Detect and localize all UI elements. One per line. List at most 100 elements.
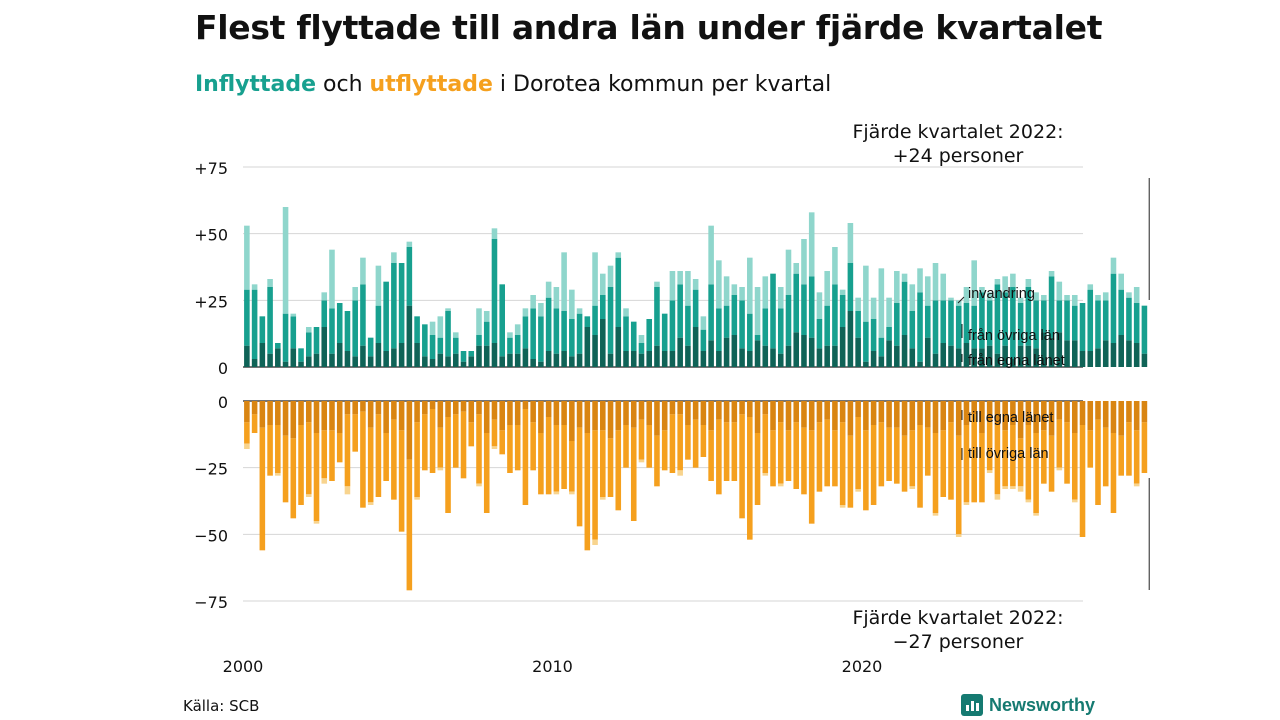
outflow-own-county-bar [839,401,846,423]
outflow-own-county-bar [576,401,583,428]
inflow-immigration-bar [623,308,629,317]
inflow-immigration-bar [321,292,328,301]
outflow-emigration-bar [476,483,482,487]
inflow-own-county-bar [375,343,382,367]
x-tick-label: 2010 [532,657,573,676]
inflow-other-counties-bar [584,316,591,327]
inflow-immigration-bar [1133,287,1140,303]
inflow-own-county-bar [275,348,281,367]
inflow-other-counties-bar [832,284,838,346]
outflow-own-county-bar [1079,401,1086,425]
inflow-other-counties-bar [569,319,575,357]
outflow-emigration-bar [1071,499,1078,503]
inflow-immigration-bar [638,335,645,343]
inflow-own-county-bar [553,353,560,367]
outflow-other-counties-bar [1087,430,1094,468]
outflow-emigration-bar [839,505,846,508]
inflow-own-county-bar [839,327,846,367]
outflow-own-county-bar [623,401,629,425]
outflow-other-counties-bar [731,422,738,481]
inflow-immigration-bar [545,281,552,298]
inflow-own-county-bar [491,343,498,367]
outflow-own-county-bar [329,401,335,431]
outflow-other-counties-bar [561,425,567,489]
outflow-other-counties-bar [275,425,281,473]
inflow-own-county-bar [367,356,374,367]
inflow-own-county-bar [847,311,854,367]
outflow-own-county-bar [391,401,397,420]
outflow-other-counties-bar [839,422,846,505]
inflow-own-county-bar [1041,332,1047,367]
outflow-own-county-bar [894,401,900,428]
outflow-emigration-bar [677,470,683,476]
outflow-own-county-bar [940,401,947,431]
inflow-other-counties-bar [994,284,1001,354]
outflow-own-county-bar [344,401,351,415]
inflow-other-counties-bar [623,316,629,351]
outflow-other-counties-bar [576,427,583,527]
outflow-own-county-bar [460,401,467,412]
inflow-own-county-bar [267,353,273,367]
inflow-other-counties-bar [607,287,614,354]
outflow-own-county-bar [716,401,722,420]
inflow-immigration-bar [452,332,459,338]
inflow-immigration-bar [607,265,614,287]
outflow-own-county-bar [592,401,598,431]
outflow-own-county-bar [1126,401,1132,423]
outflow-own-county-bar [785,401,792,431]
outflow-other-counties-bar [723,422,730,481]
outflow-other-counties-bar [251,414,258,433]
inflow-own-county-bar [437,353,444,367]
outflow-emigration-bar [1017,486,1024,492]
outflow-own-county-bar [994,401,1001,425]
outflow-own-county-bar [1017,401,1024,439]
inflow-other-counties-bar [1141,305,1148,354]
inflow-own-county-bar [1064,340,1070,367]
outflow-own-county-bar [747,401,753,417]
inflow-other-counties-bar [747,313,753,351]
outflow-own-county-bar [468,401,475,423]
outflow-own-county-bar [762,401,769,415]
inflow-other-counties-bar [460,351,467,362]
inflow-immigration-bar [437,316,444,338]
outflow-own-county-bar [870,401,877,425]
inflow-immigration-bar [1110,257,1117,274]
inflow-other-counties-bar [251,289,258,359]
y-tick-label: −50 [194,526,228,545]
x-tick-label: 2000 [223,657,264,676]
outflow-emigration-bar [762,473,769,476]
inflow-own-county-bar [894,345,900,367]
inflow-other-counties-bar [863,321,869,362]
outflow-emigration-bar [1010,486,1016,489]
inflow-own-county-bar [870,351,877,367]
inflow-immigration-bar [801,239,807,285]
grid-layer [243,166,1083,602]
inflow-own-county-bar [522,348,529,367]
outflow-own-county-bar [909,401,916,431]
y-tick-label: +25 [194,292,228,311]
inflow-own-county-bar [700,351,707,367]
inflow-own-county-bar [661,351,668,367]
inflow-own-county-bar [816,348,823,367]
outflow-other-counties-bar [437,427,444,468]
inflow-own-county-bar [507,353,513,367]
inflow-immigration-bar [267,279,273,287]
inflow-own-county-bar [716,351,722,367]
inflow-other-counties-bar [275,343,281,349]
inflow-own-county-bar [336,343,343,367]
outflow-own-county-bar [483,401,490,433]
outflow-emigration-bar [305,494,312,497]
outflow-own-county-bar [607,401,614,439]
inflow-other-counties-bar [1002,292,1008,346]
inflow-immigration-bar [1064,295,1070,301]
inflow-own-county-bar [530,359,536,367]
inflow-own-county-bar [1079,351,1086,367]
inflow-immigration-bar [329,249,335,309]
series-label-till-ovriga-lan: till övriga län [968,446,1049,462]
outflow-other-counties-bar [429,409,436,473]
inflow-other-counties-bar [692,289,699,327]
outflow-other-counties-bar [700,425,707,457]
inflow-own-county-bar [383,351,389,367]
outflow-own-county-bar [1087,401,1094,431]
y-tick-label: 0 [218,393,228,412]
